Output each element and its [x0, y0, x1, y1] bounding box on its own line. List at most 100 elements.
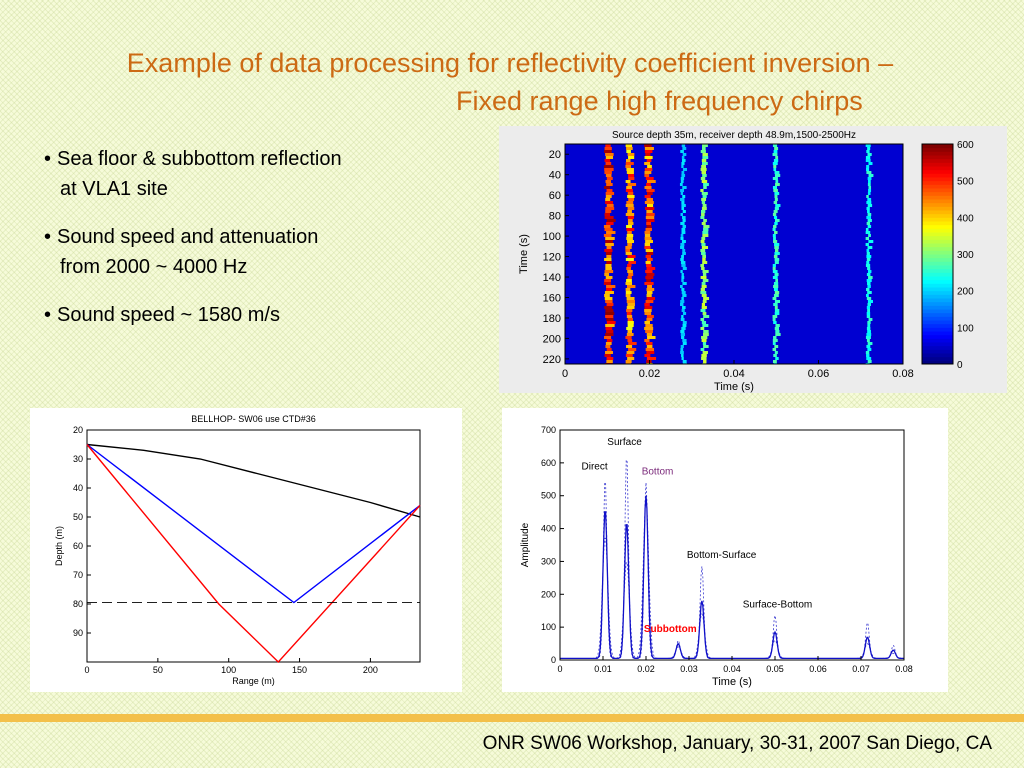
spectrogram-cell [703, 345, 709, 348]
spectrogram-cell [775, 330, 780, 333]
spectrogram-cell [682, 324, 687, 327]
spectrogram-cell [606, 222, 614, 225]
colorbar-cell [922, 232, 953, 237]
spectrogram-cell [775, 324, 780, 327]
spectrogram-cell [680, 351, 684, 354]
spectrogram-cell [680, 222, 685, 225]
spectrogram-cell [644, 309, 652, 312]
spectrogram-cell [702, 231, 709, 234]
bellhop-ytick-label: 50 [73, 512, 83, 522]
spectrogram-cell [644, 243, 651, 246]
spectrogram-cell [702, 204, 707, 207]
spectrogram-cell [644, 174, 650, 177]
spectrogram-cell [774, 300, 780, 303]
spectrogram-cell [626, 351, 635, 354]
bullet-glyph: • [44, 148, 52, 170]
spectrogram-bands [603, 144, 874, 364]
spectrogram-cell [627, 219, 633, 222]
spectrogram-cell [681, 240, 686, 243]
spectrogram-cell [772, 276, 778, 279]
spectrogram-cell [606, 303, 614, 306]
spectrogram-cell [626, 225, 632, 228]
spectrogram-cell [681, 336, 685, 339]
spectrogram-cell [772, 270, 778, 273]
colorbar-cell [922, 265, 953, 270]
spectrogram-cell [606, 357, 614, 360]
spectrogram-cell [681, 228, 686, 231]
spectrogram-cell [865, 264, 871, 267]
spectrogram-cell [644, 306, 653, 309]
spectrogram-cell [866, 354, 870, 357]
spectrogram-cell [773, 285, 779, 288]
colorbar-cell [922, 287, 953, 292]
spectrogram-cell [774, 258, 780, 261]
colorbar-cell [922, 180, 953, 185]
spectrogram-cell [868, 318, 873, 321]
colorbar-cell [922, 188, 953, 193]
spectrogram-cell [645, 276, 654, 279]
spectrogram-cell [625, 180, 631, 183]
bellhop-ytick-label: 70 [73, 570, 83, 580]
spectrogram-cell [645, 240, 653, 243]
spectrogram-cell [867, 309, 871, 312]
spectrogram-cell [772, 144, 778, 147]
amplitude-annotation: Subbottom [644, 624, 697, 635]
spectrogram-cell [682, 360, 687, 363]
spectrogram-cell [773, 210, 778, 213]
spectrogram-cell [682, 312, 687, 315]
spectrogram-cell [701, 201, 706, 204]
spectrogram-cell [604, 150, 612, 153]
spectrogram-cell [701, 162, 708, 165]
spectrogram-cell [867, 291, 872, 294]
spectrogram-cell [773, 240, 778, 243]
colorbar-cell [922, 342, 953, 347]
spectrogram-cell [605, 201, 614, 204]
colorbar-cell [922, 250, 953, 255]
amplitude-annotation: Surface-Bottom [743, 599, 812, 610]
spectrogram-cell [774, 147, 779, 150]
colorbar-cell [922, 279, 953, 284]
spectrogram-cell [627, 264, 632, 267]
spectrogram-cell [627, 303, 635, 306]
spectrogram-cell [866, 252, 870, 255]
spectrogram-cell [626, 186, 632, 189]
bellhop-xlabel: Range (m) [232, 676, 275, 686]
spectrogram-cell [647, 336, 656, 339]
spectrogram-cell [627, 243, 633, 246]
spectrogram-cell [646, 225, 652, 228]
spectrogram-cell [628, 348, 637, 351]
spectrogram-cell [866, 279, 872, 282]
spectrogram-cell [681, 255, 684, 258]
spectrogram-cell [772, 177, 778, 180]
spectrogram-cell [775, 156, 779, 159]
spectrogram-cell [700, 240, 705, 243]
spectrogram-cell [868, 234, 871, 237]
spectrogram-cell [605, 342, 612, 345]
spectrogram-cell [626, 168, 634, 171]
spectrogram-cell [774, 306, 778, 309]
spectrogram-cell [605, 351, 613, 354]
spectrogram-cell [627, 231, 632, 234]
spectrogram-cell [606, 189, 613, 192]
spectrogram-cell [865, 351, 870, 354]
amplitude-xtick-label: 0.05 [766, 664, 784, 674]
spectrogram-cell [625, 165, 632, 168]
spectrogram-cell [627, 207, 635, 210]
spectrogram-cell [606, 321, 616, 324]
bellhop-xtick-label: 100 [221, 665, 236, 675]
spectrogram-cell [681, 171, 685, 174]
spectrogram-cell [774, 219, 780, 222]
spectrogram-cell [866, 339, 870, 342]
colorbar-tick-label: 0 [957, 360, 963, 371]
spectrogram-cell [606, 231, 616, 234]
spectrogram-cell [644, 354, 651, 357]
spectrogram-cell [682, 306, 686, 309]
spectrogram-cell [868, 186, 872, 189]
spectrogram-cell [866, 195, 869, 198]
spectrogram-cell [866, 168, 870, 171]
spectrogram-cell [646, 333, 653, 336]
colorbar-cell [922, 199, 953, 204]
spectrogram-cell [700, 168, 707, 171]
colorbar-cell [922, 272, 953, 277]
amplitude-ytick-label: 400 [541, 524, 556, 534]
